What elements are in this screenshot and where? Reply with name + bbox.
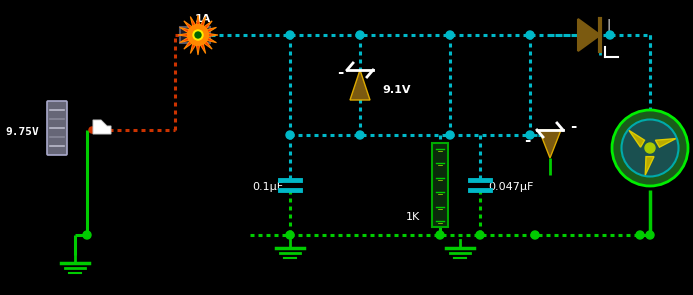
Text: 0.047μF: 0.047μF <box>488 182 534 192</box>
Polygon shape <box>350 70 370 100</box>
Circle shape <box>436 231 444 239</box>
Circle shape <box>286 131 294 139</box>
Circle shape <box>531 231 539 239</box>
Circle shape <box>526 31 534 39</box>
Text: -: - <box>524 132 530 148</box>
Polygon shape <box>178 15 218 55</box>
Polygon shape <box>629 130 644 147</box>
Polygon shape <box>187 24 209 46</box>
Circle shape <box>446 31 454 39</box>
Polygon shape <box>539 130 561 158</box>
FancyBboxPatch shape <box>180 27 210 43</box>
Circle shape <box>526 131 534 139</box>
Text: -: - <box>570 119 576 135</box>
Text: 1K: 1K <box>405 212 420 222</box>
Circle shape <box>356 31 364 39</box>
Circle shape <box>286 31 294 39</box>
Circle shape <box>286 231 294 239</box>
Text: 9.1V: 9.1V <box>382 85 410 95</box>
Text: |: | <box>606 19 610 32</box>
Text: -: - <box>337 65 343 79</box>
Circle shape <box>476 231 484 239</box>
FancyBboxPatch shape <box>432 143 448 227</box>
Polygon shape <box>93 120 111 134</box>
Circle shape <box>606 31 614 39</box>
Circle shape <box>646 231 654 239</box>
Circle shape <box>356 131 364 139</box>
Text: 0.1μF: 0.1μF <box>252 182 283 192</box>
Circle shape <box>612 110 688 186</box>
Polygon shape <box>578 19 600 51</box>
Circle shape <box>636 231 644 239</box>
Polygon shape <box>656 139 676 147</box>
Circle shape <box>83 231 91 239</box>
Circle shape <box>193 30 203 40</box>
FancyBboxPatch shape <box>47 101 67 155</box>
Circle shape <box>195 32 201 38</box>
Circle shape <box>622 119 678 176</box>
Circle shape <box>446 131 454 139</box>
Circle shape <box>89 127 95 133</box>
Circle shape <box>645 143 655 153</box>
Polygon shape <box>645 157 654 175</box>
Text: 1A: 1A <box>195 14 211 24</box>
Text: 9.75V: 9.75V <box>5 127 39 137</box>
